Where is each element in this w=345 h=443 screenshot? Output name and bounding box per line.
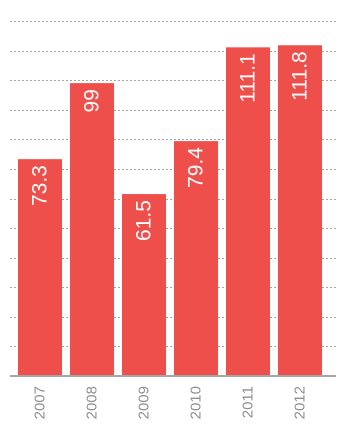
x-tick-label-2010: 2010 bbox=[188, 386, 205, 419]
bar-2007 bbox=[18, 159, 62, 376]
bars bbox=[18, 45, 322, 377]
bar-value-label-2007: 73.3 bbox=[29, 165, 52, 206]
bar-value-label-2010: 79.4 bbox=[185, 147, 208, 188]
x-tick-label-2008: 2008 bbox=[84, 386, 101, 419]
x-tick-label-2007: 2007 bbox=[32, 386, 49, 419]
x-tick-label-2009: 2009 bbox=[136, 386, 153, 419]
bar-value-label-2012: 111.8 bbox=[289, 51, 312, 100]
bar-value-label-2009: 61.5 bbox=[133, 200, 156, 241]
bar-2011 bbox=[226, 47, 270, 377]
x-tick-label-2011: 2011 bbox=[240, 386, 257, 418]
bar-2009 bbox=[122, 194, 166, 376]
bar-value-labels: 73.3 99 61.5 79.4 111.1 111.8 bbox=[29, 51, 312, 241]
bar-value-label-2011: 111.1 bbox=[237, 53, 260, 102]
x-axis-ticks: 2007 2008 2009 2010 2011 2012 bbox=[32, 386, 309, 419]
bar-2008 bbox=[70, 83, 114, 376]
bar-value-label-2008: 99 bbox=[81, 89, 104, 112]
bar-2012 bbox=[278, 45, 322, 377]
x-tick-label-2012: 2012 bbox=[292, 386, 309, 419]
bar-2010 bbox=[174, 141, 218, 376]
